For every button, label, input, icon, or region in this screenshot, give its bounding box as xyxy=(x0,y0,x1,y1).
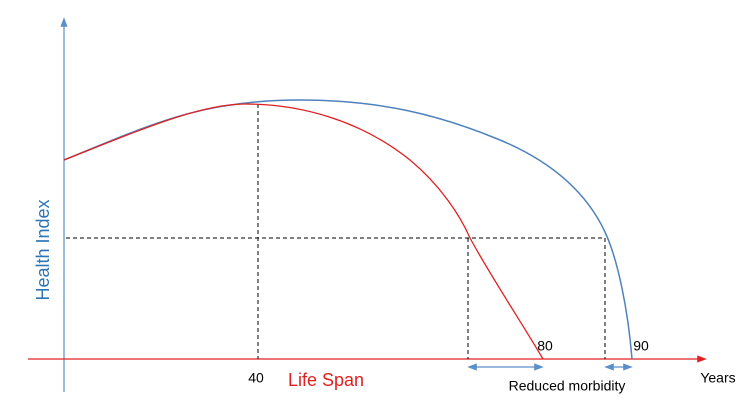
tick-label: 90 xyxy=(633,338,649,354)
x-label: Life Span xyxy=(288,370,364,390)
tick-label: 80 xyxy=(537,338,553,354)
baseline-curve xyxy=(63,103,544,360)
extended-curve xyxy=(63,99,633,360)
annotation: Reduced morbidity xyxy=(509,378,626,394)
guide-lines xyxy=(66,104,606,359)
y-label: Health Index xyxy=(33,199,53,300)
tick-label: 40 xyxy=(248,370,264,386)
x-unit: Years xyxy=(700,370,735,386)
